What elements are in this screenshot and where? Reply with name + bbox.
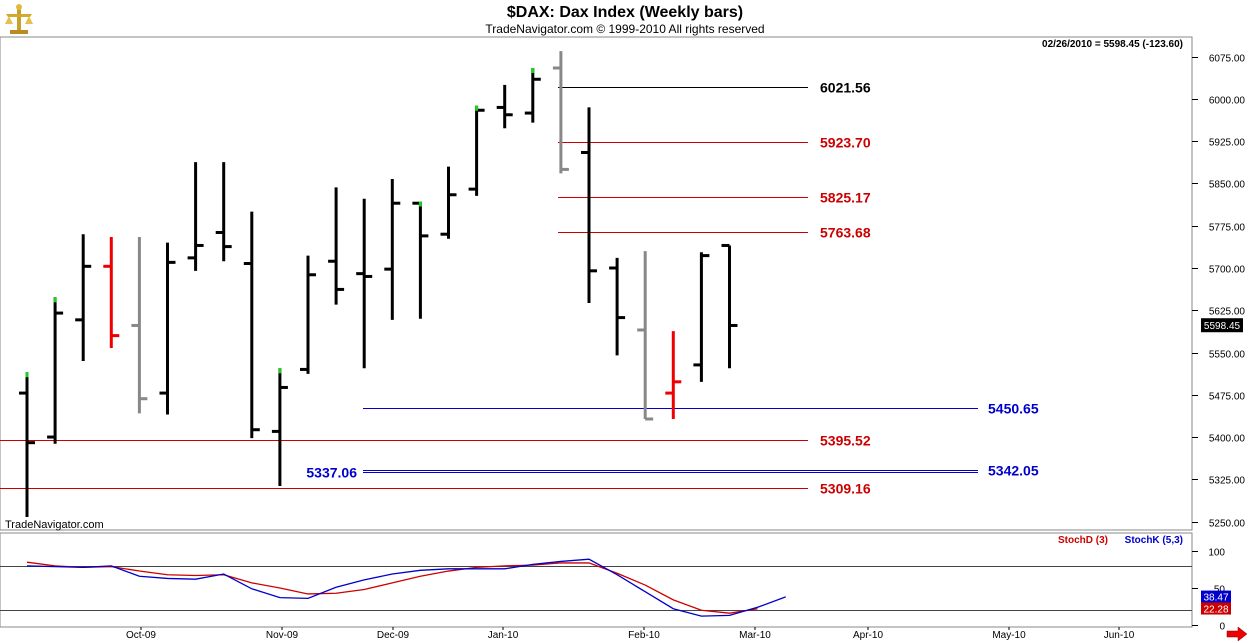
copyright-text: TradeNavigator.com © 1999-2010 All right… <box>485 22 764 36</box>
watermark-text: TradeNavigator.com <box>5 519 104 531</box>
date-axis: Oct-09 Nov-09 Dec-09 Jan-10 Feb-10 Mar-10 Apr-… <box>126 627 1135 641</box>
stoch-tick-label: 0 <box>1219 622 1225 633</box>
price-bar <box>552 51 569 174</box>
y-tick-label: 5475.00 <box>1209 392 1246 403</box>
price-bar <box>103 237 120 349</box>
price-panel-frame <box>0 36 1193 531</box>
x-tick-label: Feb-10 <box>628 630 660 641</box>
x-tick-label: Apr-10 <box>853 630 883 641</box>
last-price-box <box>1201 318 1243 333</box>
level-lines: 6021.56 5923.70 5825.17 5763.68 5450.65 5395.… <box>0 80 1039 497</box>
level-label: 5342.05 <box>988 463 1039 479</box>
price-bar <box>524 67 541 123</box>
last-quote-text: 02/26/2010 = 5598.45 (-123.60) <box>1042 39 1183 50</box>
x-tick-label: Jan-10 <box>488 630 519 641</box>
x-tick-label: May-10 <box>992 630 1026 641</box>
y-tick-label: 5550.00 <box>1209 350 1246 361</box>
x-tick-label: Mar-10 <box>739 630 771 641</box>
level-label: 5309.16 <box>820 481 871 497</box>
price-bar <box>300 255 316 374</box>
level-label: 5763.68 <box>820 225 871 241</box>
y-tick-label: 5625.00 <box>1209 307 1246 318</box>
stoch-tick-label: 100 <box>1208 548 1225 559</box>
stoch-panel-frame <box>0 532 1193 628</box>
level-label: 5337.06 <box>306 465 357 481</box>
y-tick-label: 5700.00 <box>1209 265 1246 276</box>
y-tick-label: 5325.00 <box>1209 476 1246 487</box>
price-bar <box>693 252 710 382</box>
price-bar <box>496 84 513 129</box>
y-tick-label: 5850.00 <box>1209 180 1246 191</box>
stoch-series-line <box>26 558 786 617</box>
price-bars <box>19 51 738 518</box>
stoch-tick-label: 50 <box>1214 585 1226 596</box>
stoch-series-line <box>26 561 758 614</box>
stochastic-lines <box>0 558 1192 617</box>
last-price-label: 5598.45 <box>1204 321 1241 332</box>
y-tick-label: 5775.00 <box>1209 223 1246 234</box>
price-bar <box>271 368 288 487</box>
price-bar <box>159 242 176 415</box>
legend-stochk: StochK (5,3) <box>1125 535 1183 546</box>
price-bar <box>328 187 345 305</box>
price-bar <box>637 251 654 421</box>
price-bar <box>243 211 260 439</box>
next-arrow-icon[interactable] <box>1226 627 1248 641</box>
x-tick-label: Jun-10 <box>1104 630 1135 641</box>
price-bar <box>581 107 597 303</box>
price-bar <box>665 331 682 420</box>
price-bar <box>19 372 35 518</box>
level-label: 5923.70 <box>820 135 871 151</box>
level-label: 6021.56 <box>820 80 871 96</box>
price-bar <box>468 105 485 196</box>
price-bar <box>440 166 457 239</box>
trade-navigator-logo-icon <box>5 4 33 34</box>
y-tick-label: 5250.00 <box>1209 519 1246 530</box>
chart-title: $DAX: Dax Index (Weekly bars) <box>507 4 743 21</box>
x-tick-label: Dec-09 <box>377 630 410 641</box>
price-bar <box>721 243 738 369</box>
stochk-value-label: 38.47 <box>1203 593 1228 604</box>
y-tick-label: 6000.00 <box>1209 96 1246 107</box>
y-tick-label: 5925.00 <box>1209 138 1246 149</box>
price-bar <box>47 297 64 444</box>
y-tick-label: 5400.00 <box>1209 434 1246 445</box>
price-bar <box>75 234 92 361</box>
x-tick-label: Nov-09 <box>266 630 299 641</box>
level-label: 5395.52 <box>820 433 871 449</box>
stochd-value-label: 22.28 <box>1203 605 1228 616</box>
stochd-value-box <box>1201 602 1231 615</box>
y-tick-label: 6075.00 <box>1209 54 1246 65</box>
price-bar <box>131 237 148 414</box>
price-bar <box>187 162 204 271</box>
price-bar <box>356 198 373 369</box>
price-bar <box>384 178 401 320</box>
stochk-value-box <box>1201 590 1231 603</box>
price-axis: 5250.00 5325.00 5400.00 5475.00 5550.00 5625.… <box>1192 54 1245 530</box>
price-bar <box>215 162 232 262</box>
x-tick-label: Oct-09 <box>126 630 156 641</box>
level-label: 5825.17 <box>820 190 871 206</box>
level-label: 5450.65 <box>988 401 1039 417</box>
price-bar <box>609 257 626 356</box>
price-bar <box>412 201 429 319</box>
legend-stochd: StochD (3) <box>1058 535 1108 546</box>
